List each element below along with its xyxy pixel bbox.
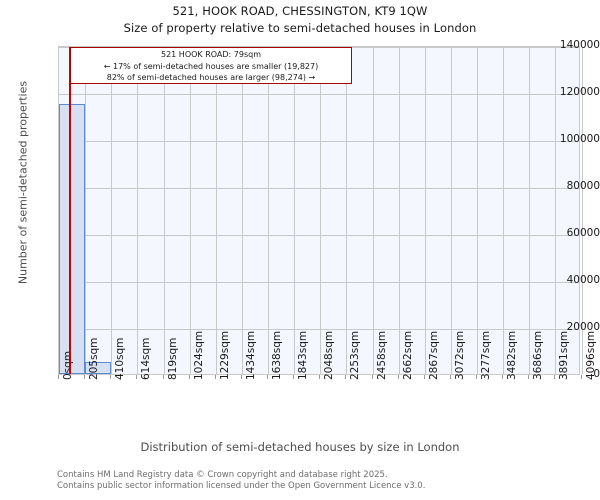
x-tick-mark: [398, 375, 399, 379]
x-tick-mark: [502, 375, 503, 379]
x-tick-mark: [241, 375, 242, 379]
x-tick-label: 0sqm: [62, 350, 74, 380]
gridline-horizontal: [59, 188, 579, 189]
x-tick-mark: [110, 375, 111, 379]
y-tick-label: 20000: [566, 321, 600, 333]
annotation-line-3: 82% of semi-detached houses are larger (…: [106, 73, 316, 82]
x-tick-mark: [267, 375, 268, 379]
gridline-vertical: [529, 47, 530, 374]
x-tick-label: 2867sqm: [428, 330, 440, 380]
x-tick-mark: [345, 375, 346, 379]
gridline-horizontal: [59, 94, 579, 95]
histogram-bar: [59, 104, 85, 374]
gridline-horizontal: [59, 282, 579, 283]
x-tick-label: 2253sqm: [349, 330, 361, 380]
gridline-vertical: [425, 47, 426, 374]
y-tick-label: 140000: [559, 39, 600, 51]
gridline-vertical: [555, 47, 556, 374]
gridline-horizontal: [59, 235, 579, 236]
footer-line-2: Contains public sector information licen…: [57, 481, 426, 491]
gridline-vertical: [85, 47, 86, 374]
y-tick-label: 80000: [566, 180, 600, 192]
x-tick-label: 205sqm: [88, 337, 100, 380]
gridline-horizontal: [59, 141, 579, 142]
gridline-vertical: [268, 47, 269, 374]
x-tick-mark: [476, 375, 477, 379]
y-tick-label: 60000: [566, 227, 600, 239]
gridline-vertical: [399, 47, 400, 374]
annotation-line-1: 521 HOOK ROAD: 79sqm: [160, 50, 261, 59]
y-tick-label: 100000: [559, 133, 600, 145]
x-tick-mark: [450, 375, 451, 379]
x-tick-label: 1229sqm: [219, 330, 231, 380]
x-tick-mark: [319, 375, 320, 379]
gridline-vertical: [294, 47, 295, 374]
chart-subtitle: Size of property relative to semi-detach…: [123, 21, 477, 35]
x-tick-mark: [581, 375, 582, 379]
x-tick-mark: [424, 375, 425, 379]
x-tick-label: 410sqm: [114, 337, 126, 380]
gridline-vertical: [190, 47, 191, 374]
x-tick-label: 1638sqm: [271, 330, 283, 380]
footer-line-1: Contains HM Land Registry data © Crown c…: [57, 470, 388, 480]
x-tick-label: 819sqm: [167, 337, 179, 380]
x-tick-label: 2662sqm: [402, 330, 414, 380]
x-tick-mark: [215, 375, 216, 379]
x-tick-label: 3482sqm: [506, 330, 518, 380]
x-tick-label: 614sqm: [140, 337, 152, 380]
annotation-line-2: ← 17% of semi-detached houses are smalle…: [103, 61, 319, 71]
gridline-vertical: [451, 47, 452, 374]
x-tick-label: 1843sqm: [297, 330, 309, 380]
x-tick-label: 3072sqm: [454, 330, 466, 380]
annotation-box: 521 HOOK ROAD: 79sqm ← 17% of semi-detac…: [70, 47, 352, 84]
x-tick-label: 3686sqm: [532, 330, 544, 380]
gridline-horizontal: [59, 329, 579, 330]
gridline-vertical: [503, 47, 504, 374]
x-axis-label: Distribution of semi-detached houses by …: [140, 440, 460, 454]
chart-title: 521, HOOK ROAD, CHESSINGTON, KT9 1QW: [172, 4, 428, 18]
plot-area: [58, 46, 583, 375]
x-tick-label: 4096sqm: [585, 330, 597, 380]
gridline-vertical: [477, 47, 478, 374]
x-tick-label: 1434sqm: [245, 330, 257, 380]
gridline-vertical: [320, 47, 321, 374]
gridline-vertical: [216, 47, 217, 374]
y-axis: Number of semi-detached properties: [0, 0, 54, 500]
x-tick-mark: [136, 375, 137, 379]
property-size-marker-line: [69, 47, 72, 374]
x-tick-mark: [293, 375, 294, 379]
x-tick-label: 2458sqm: [376, 330, 388, 380]
y-tick-label: 120000: [559, 86, 600, 98]
x-tick-label: 1024sqm: [193, 330, 205, 380]
y-axis-label: Number of semi-detached properties: [16, 80, 30, 285]
y-tick-label: 0: [593, 368, 600, 380]
x-tick-label: 2048sqm: [323, 330, 335, 380]
gridline-vertical: [582, 47, 583, 374]
x-tick-mark: [528, 375, 529, 379]
x-tick-label: 3277sqm: [480, 330, 492, 380]
x-tick-mark: [189, 375, 190, 379]
x-tick-mark: [163, 375, 164, 379]
footer-attribution: Contains HM Land Registry data © Crown c…: [57, 470, 597, 492]
gridline-vertical: [373, 47, 374, 374]
x-tick-label: 3891sqm: [558, 330, 570, 380]
x-tick-mark: [58, 375, 59, 379]
gridline-vertical: [242, 47, 243, 374]
gridline-vertical: [164, 47, 165, 374]
histogram-bar: [85, 362, 111, 374]
x-tick-mark: [554, 375, 555, 379]
gridline-vertical: [111, 47, 112, 374]
x-tick-mark: [84, 375, 85, 379]
y-tick-label: 40000: [566, 274, 600, 286]
x-tick-mark: [372, 375, 373, 379]
gridline-vertical: [137, 47, 138, 374]
gridline-vertical: [346, 47, 347, 374]
